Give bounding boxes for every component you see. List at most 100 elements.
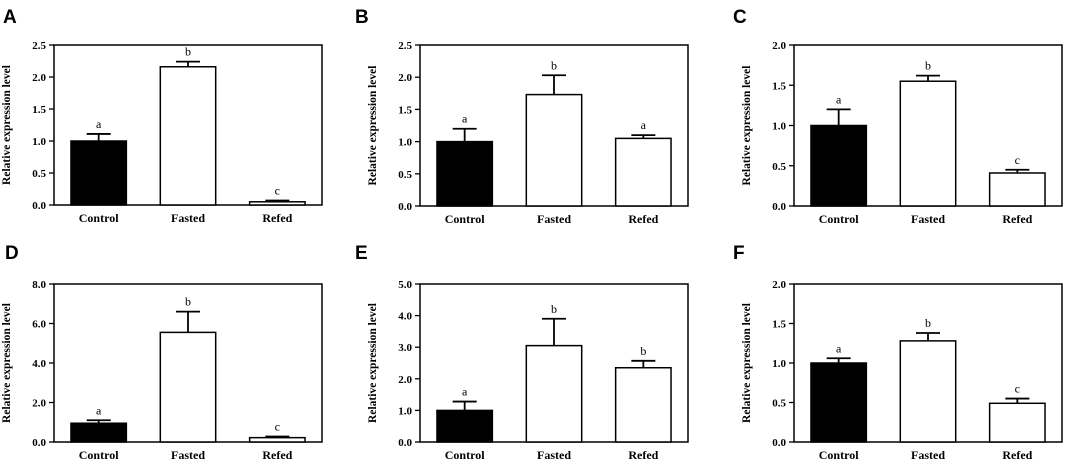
x-tick-label: Refed: [262, 448, 292, 462]
x-tick-label: Control: [819, 448, 859, 462]
panel-letter: A: [3, 7, 17, 28]
y-tick-label: 0.0: [772, 437, 786, 449]
bar-refed: [248, 201, 306, 206]
y-tick-label: 2.0: [772, 279, 786, 291]
y-tick-label: 8.0: [32, 279, 46, 291]
significance-letter: a: [641, 118, 647, 132]
panel-e: E 0.0 1.0 2.0 3.0 4.0 5.0 Relative expression l…: [355, 243, 689, 462]
y-tick-label: 0.5: [32, 168, 46, 180]
y-tick-label: 0.5: [398, 169, 412, 181]
y-tick-label: 5.0: [398, 279, 412, 291]
bar-refed: [988, 402, 1046, 443]
significance-letter: a: [836, 92, 842, 106]
panel-a: A 0.0 0.5 1.0 1.5 2.0 2.5 Relative expression l…: [1, 7, 323, 225]
significance-letter: b: [185, 45, 191, 59]
y-tick-label: 0.5: [772, 161, 786, 173]
y-tick-label: 2.5: [398, 40, 412, 52]
x-tick-label: Refed: [628, 212, 658, 226]
x-tick-label: Control: [819, 212, 859, 226]
y-tick-label: 2.0: [398, 374, 412, 386]
panel-b: B 0.0 0.5 1.0 1.5 2.0 2.5 Relative expression l…: [355, 7, 689, 226]
significance-letter: a: [462, 112, 468, 126]
significance-letter: b: [640, 344, 646, 358]
y-axis-label: Relative expression level: [1, 303, 13, 423]
x-tick-label: Control: [445, 448, 485, 462]
x-tick-label: Refed: [628, 448, 658, 462]
y-tick-label: 1.5: [398, 104, 412, 116]
y-tick-label: 2.0: [32, 398, 46, 410]
significance-letter: b: [551, 58, 557, 72]
y-tick-label: 1.5: [772, 80, 786, 92]
significance-letter: b: [925, 316, 931, 330]
bar-refed: [614, 137, 672, 207]
x-tick-label: Control: [445, 212, 485, 226]
y-tick-label: 1.5: [772, 319, 786, 331]
y-tick-label: 2.0: [32, 72, 46, 84]
bar-control: [436, 140, 494, 207]
panel-c: C 0.0 0.5 1.0 1.5 2.0 Relative expression leve…: [733, 7, 1063, 226]
y-tick-label: 4.0: [32, 358, 46, 370]
y-tick-label: 1.0: [398, 137, 412, 149]
significance-letter: a: [836, 341, 842, 355]
x-tick-label: Fasted: [537, 448, 571, 462]
x-tick-label: Control: [79, 448, 119, 462]
y-axis-label: Relative expression level: [741, 66, 753, 186]
panel-letter: B: [355, 7, 369, 28]
bar-control: [810, 362, 868, 443]
significance-letter: b: [925, 59, 931, 73]
bar-fasted: [525, 344, 583, 443]
y-axis-label: Relative expression level: [367, 66, 379, 186]
y-tick-label: 2.0: [398, 72, 412, 84]
y-tick-label: 0.0: [32, 437, 46, 449]
significance-letter: b: [551, 302, 557, 316]
y-tick-label: 2.5: [32, 40, 46, 52]
bar-control: [810, 124, 868, 207]
y-tick-label: 3.0: [398, 342, 412, 354]
y-tick-label: 0.0: [398, 437, 412, 449]
bar-fasted: [159, 66, 217, 206]
bar-refed: [614, 366, 672, 443]
panel-letter: E: [355, 243, 368, 264]
bar-fasted: [899, 80, 957, 207]
significance-letter: c: [1015, 382, 1020, 396]
bar-fasted: [525, 93, 583, 207]
x-tick-label: Fasted: [911, 448, 945, 462]
bar-refed: [248, 436, 306, 443]
y-tick-label: 1.0: [398, 405, 412, 417]
y-axis-label: Relative expression level: [1, 65, 13, 185]
y-tick-label: 0.5: [772, 398, 786, 410]
y-tick-label: 0.0: [32, 200, 46, 212]
panel-letter: F: [733, 243, 745, 264]
y-axis-label: Relative expression level: [741, 303, 753, 423]
y-tick-label: 4.0: [398, 311, 412, 323]
y-tick-label: 6.0: [32, 319, 46, 331]
y-tick-label: 1.0: [32, 136, 46, 148]
significance-letter: a: [462, 385, 468, 399]
panel-d: D 0.0 2.0 4.0 6.0 8.0 Relative expression leve…: [1, 243, 323, 462]
y-tick-label: 1.0: [772, 358, 786, 370]
bar-control: [70, 140, 128, 206]
significance-letter: a: [96, 403, 102, 417]
bar-fasted: [159, 331, 217, 443]
panel-letter: C: [733, 7, 747, 28]
significance-letter: a: [96, 117, 102, 131]
y-tick-label: 0.0: [398, 201, 412, 213]
significance-letter: c: [275, 184, 280, 198]
significance-letter: b: [185, 295, 191, 309]
y-tick-label: 1.0: [772, 121, 786, 133]
x-tick-label: Refed: [1002, 448, 1032, 462]
y-tick-label: 1.5: [32, 104, 46, 116]
panel-f: F 0.0 0.5 1.0 1.5 2.0 Relative expression leve…: [733, 243, 1063, 462]
bar-refed: [988, 172, 1046, 207]
significance-letter: c: [1015, 153, 1020, 167]
x-tick-label: Fasted: [911, 212, 945, 226]
x-tick-label: Refed: [262, 211, 292, 225]
x-tick-label: Fasted: [537, 212, 571, 226]
x-tick-label: Refed: [1002, 212, 1032, 226]
bar-control: [70, 422, 128, 443]
x-tick-label: Fasted: [171, 211, 205, 225]
panel-letter: D: [5, 243, 19, 264]
significance-letter: c: [275, 419, 280, 433]
y-axis-label: Relative expression level: [367, 303, 379, 423]
